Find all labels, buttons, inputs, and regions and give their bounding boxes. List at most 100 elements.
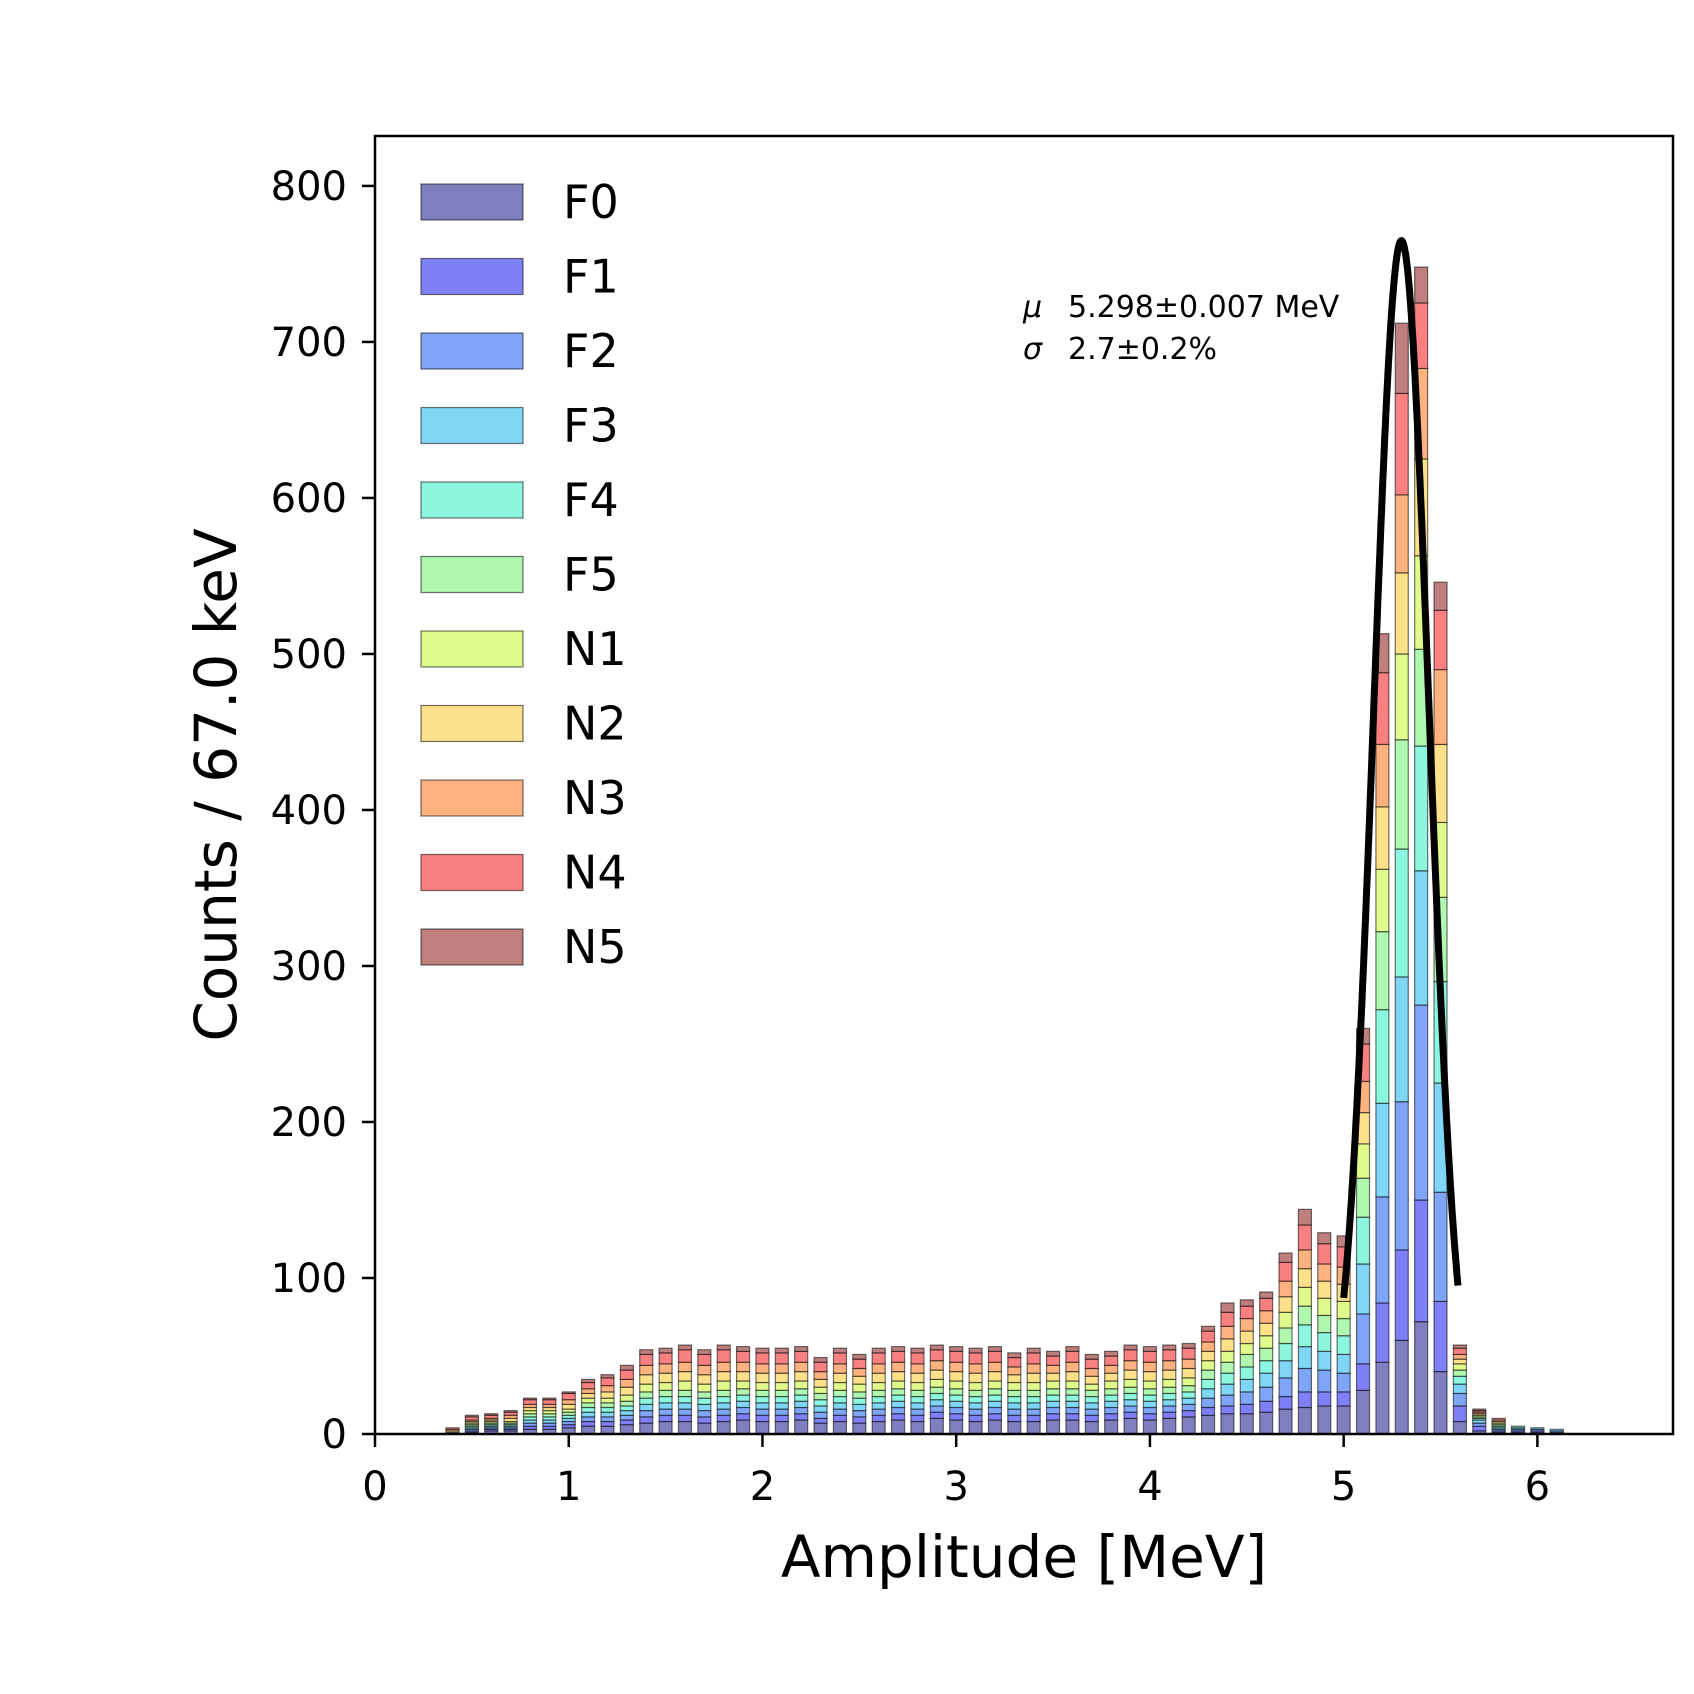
- bar-F3-8: [581, 1411, 596, 1418]
- bar-F0-10: [619, 1424, 634, 1435]
- bar-N2-9: [600, 1391, 615, 1399]
- bar-N1-33: [1065, 1380, 1080, 1390]
- bar-F4-32: [1045, 1394, 1061, 1402]
- bar-F4-35: [1104, 1394, 1119, 1402]
- bar-F3-34: [1084, 1402, 1099, 1410]
- bar-F3-27: [949, 1400, 964, 1409]
- bar-F5-10: [619, 1400, 634, 1407]
- bar-N2-10: [619, 1386, 634, 1396]
- bar-F4-53: [1452, 1375, 1467, 1385]
- bar-F4-16: [735, 1394, 751, 1402]
- bar-N2-29: [987, 1370, 1003, 1382]
- bar-F5-26: [929, 1386, 944, 1395]
- bar-F0-16: [735, 1419, 751, 1435]
- bar-N4-6: [542, 1399, 557, 1405]
- bar-F0-39: [1181, 1416, 1196, 1435]
- bar-F1-15: [716, 1414, 731, 1423]
- bar-F2-39: [1181, 1403, 1196, 1412]
- y-tick-label: 400: [271, 788, 347, 834]
- bar-F0-19: [794, 1419, 809, 1435]
- y-axis-ticks: 0 100 200 300 400 500 600 700 800: [271, 164, 375, 1458]
- series-F2: [464, 1004, 1564, 1434]
- bar-N5-20: [813, 1356, 828, 1363]
- legend-label: N1: [563, 622, 627, 676]
- bar-N4-35: [1104, 1355, 1119, 1366]
- bar-F3-11: [639, 1403, 654, 1412]
- bar-N5-33: [1065, 1346, 1080, 1352]
- bar-F5-28: [968, 1389, 983, 1398]
- bar-F1-37: [1142, 1413, 1158, 1421]
- bar-N2-15: [716, 1370, 731, 1382]
- bar-F3-42: [1239, 1378, 1254, 1393]
- bar-F2-49: [1375, 1196, 1390, 1304]
- series-N2: [445, 458, 1506, 1434]
- bar-N2-36: [1123, 1369, 1138, 1380]
- bar-N5-38: [1162, 1344, 1177, 1351]
- bar-N3-21: [832, 1363, 848, 1374]
- bar-F3-15: [716, 1402, 731, 1410]
- bar-F0-22: [852, 1422, 867, 1435]
- x-axis-ticks: 0 1 2 3 4 5 6: [362, 1434, 1550, 1510]
- bar-N4-46: [1317, 1243, 1332, 1265]
- bar-F2-16: [735, 1406, 751, 1415]
- bar-F5-43: [1259, 1347, 1274, 1362]
- bar-F1-50: [1394, 1249, 1409, 1341]
- bar-N2-30: [1007, 1374, 1022, 1384]
- bar-F0-14: [697, 1422, 712, 1435]
- x-tick-label: 0: [362, 1464, 387, 1510]
- bar-F2-37: [1142, 1406, 1158, 1415]
- bar-F4-27: [949, 1394, 964, 1402]
- bar-F2-41: [1220, 1394, 1235, 1407]
- y-tick-label: 500: [271, 632, 347, 678]
- bar-F1-47: [1336, 1391, 1351, 1407]
- x-tick-label: 6: [1525, 1464, 1550, 1510]
- bar-N4-33: [1065, 1350, 1080, 1363]
- bar-F3-50: [1394, 976, 1409, 1103]
- bar-F2-11: [639, 1409, 654, 1418]
- bar-N5-22: [852, 1353, 867, 1360]
- bar-N3-15: [716, 1361, 731, 1373]
- plot-frame: [373, 134, 1675, 1436]
- bar-F1-42: [1239, 1403, 1254, 1415]
- bar-F1-24: [890, 1413, 906, 1421]
- bar-F0-34: [1084, 1420, 1099, 1435]
- bar-N3-50: [1394, 494, 1409, 574]
- bar-N2-33: [1065, 1370, 1080, 1382]
- bar-N5-26: [929, 1344, 944, 1351]
- bar-N1-25: [910, 1381, 925, 1391]
- bar-F5-20: [813, 1392, 828, 1401]
- bar-N4-14: [697, 1353, 712, 1366]
- bar-F4-50: [1394, 848, 1409, 978]
- bar-F3-39: [1181, 1397, 1196, 1405]
- legend-swatch: [420, 779, 524, 817]
- bar-F4-47: [1336, 1335, 1351, 1356]
- bar-N1-46: [1317, 1297, 1332, 1317]
- bar-N4-23: [871, 1352, 886, 1365]
- fit-annotation: μ 5.298±0.007 MeV σ 2.7±0.2%: [1022, 290, 1340, 367]
- bar-N2-42: [1239, 1330, 1254, 1345]
- bar-F1-25: [910, 1414, 925, 1423]
- bar-F0-46: [1317, 1405, 1332, 1435]
- bar-F0-30: [1007, 1420, 1022, 1435]
- legend: F0 F1 F2 F3 F4 F5 N1 N2 N3 N4 N5: [420, 175, 627, 974]
- bar-F3-44: [1278, 1360, 1293, 1379]
- bar-F3-24: [890, 1400, 906, 1409]
- bar-F4-44: [1278, 1342, 1293, 1362]
- bar-N2-39: [1181, 1367, 1196, 1379]
- bar-F1-46: [1317, 1391, 1332, 1407]
- legend-label: N5: [563, 920, 627, 974]
- bar-N4-24: [890, 1350, 906, 1363]
- bar-N5-13: [677, 1344, 693, 1351]
- bar-F4-31: [1026, 1395, 1041, 1404]
- bar-N3-53: [1452, 1353, 1467, 1360]
- mu-value: 5.298±0.007 MeV: [1068, 290, 1340, 325]
- bar-F2-28: [968, 1408, 983, 1416]
- bar-F1-17: [755, 1414, 770, 1423]
- bar-N2-27: [949, 1370, 964, 1382]
- bar-N1-38: [1162, 1378, 1177, 1388]
- bar-N4-1: [445, 1427, 460, 1430]
- bar-F4-14: [697, 1397, 712, 1405]
- bar-N2-21: [832, 1372, 848, 1384]
- bar-F0-25: [910, 1420, 925, 1435]
- bar-F2-31: [1026, 1408, 1041, 1416]
